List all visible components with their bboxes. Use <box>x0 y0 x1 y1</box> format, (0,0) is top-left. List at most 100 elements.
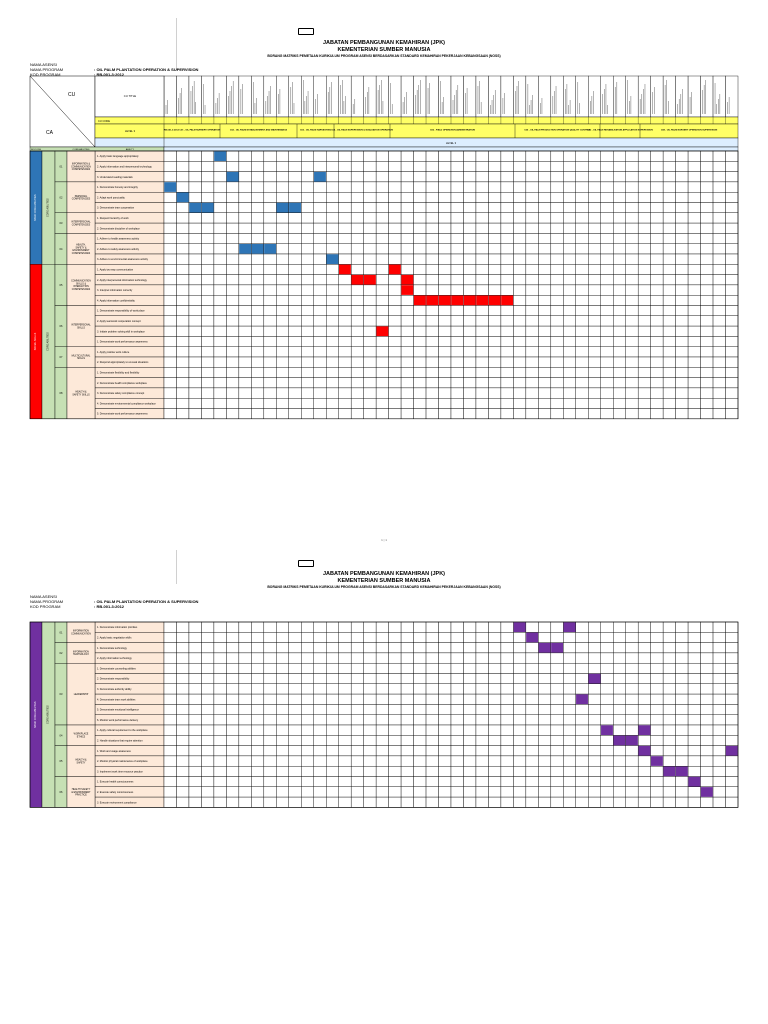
matrix-cell <box>338 202 352 214</box>
matrix-cell <box>613 233 626 244</box>
matrix-cell <box>438 336 452 347</box>
matrix-cell <box>575 367 589 378</box>
matrix-cell <box>613 346 626 358</box>
matrix-cell <box>463 408 477 420</box>
matrix-cell <box>438 398 452 409</box>
matrix-cell <box>712 233 726 244</box>
matrix-cell <box>450 387 464 399</box>
matrix-cell <box>588 745 601 757</box>
category-name-cell <box>66 305 96 347</box>
matrix-cell <box>712 336 726 347</box>
matrix-cell <box>675 377 689 389</box>
matrix-cell <box>301 150 314 162</box>
matrix-cell <box>687 408 701 420</box>
matrix-cell <box>650 284 664 296</box>
matrix-cell <box>637 191 651 203</box>
matrix-cell <box>201 222 215 234</box>
ability-text: 1. Apply cultural requirement to the wor… <box>97 729 148 732</box>
matrix-cell <box>450 398 464 409</box>
matrix-cell <box>201 274 215 286</box>
matrix-cell <box>400 305 414 317</box>
matrix-cell <box>276 673 289 685</box>
matrix-cell <box>350 346 364 358</box>
matrix-cell <box>163 724 177 736</box>
matrix-cell <box>538 367 552 378</box>
matrix-cell <box>288 274 302 286</box>
matrix-cell <box>188 408 202 420</box>
matrix-cell <box>213 222 227 234</box>
matrix-cell <box>188 632 202 643</box>
matrix-cell <box>388 387 402 399</box>
matrix-cell <box>675 233 689 244</box>
matrix-cell <box>276 683 289 695</box>
matrix-cell <box>176 765 190 777</box>
matrix-cell <box>700 387 714 399</box>
matrix-cell <box>687 786 701 798</box>
matrix-cell <box>201 621 215 633</box>
matrix-cell <box>450 233 464 244</box>
matrix-cell <box>413 336 427 347</box>
matrix-cell <box>251 264 265 275</box>
matrix-cell <box>625 274 639 286</box>
matrix-cell <box>338 662 352 674</box>
matrix-cell <box>725 387 739 399</box>
matrix-cell <box>163 346 177 358</box>
matrix-cell <box>675 284 689 296</box>
matrix-cell <box>450 284 464 296</box>
matrix-cell <box>188 181 202 193</box>
matrix-cell <box>513 387 527 399</box>
matrix-cell <box>550 662 564 674</box>
matrix-cell <box>513 181 527 193</box>
form-title: BORANG MATRIKS PEMETAAN KURIKULUM PROGRA… <box>267 585 501 589</box>
matrix-cell <box>525 683 539 695</box>
matrix-cell <box>488 745 502 757</box>
matrix-cell <box>575 745 589 757</box>
category-name: ENVIRONMENT <box>73 250 91 252</box>
matrix-cell <box>650 181 664 193</box>
matrix-cell <box>513 202 527 214</box>
matrix-cell <box>375 673 389 685</box>
matrix-cell <box>475 652 489 664</box>
matrix-cell <box>463 662 477 674</box>
matrix-cell <box>438 735 452 746</box>
matrix-cell <box>588 377 601 389</box>
matrix-cell <box>313 150 327 162</box>
matrix-cell <box>238 642 252 654</box>
matrix-cell <box>588 652 601 664</box>
matrix-cell <box>725 305 739 317</box>
matrix-cell <box>163 202 177 214</box>
matrix-cell <box>263 284 277 296</box>
matrix-cell <box>488 181 502 193</box>
matrix-cell <box>251 398 265 409</box>
matrix-cell <box>625 693 639 705</box>
matrix-cell <box>413 243 427 255</box>
matrix-cell <box>463 171 477 183</box>
matrix-cell <box>613 652 626 664</box>
matrix-cell <box>563 253 576 265</box>
matrix-cell <box>488 704 502 715</box>
matrix-cell <box>675 305 689 317</box>
matrix-cell <box>625 243 639 255</box>
matrix-cell <box>388 253 402 265</box>
matrix-cell <box>226 408 240 420</box>
matrix-cell <box>326 336 339 347</box>
matrix-cell <box>463 387 477 399</box>
matrix-cell <box>176 212 190 224</box>
matrix-cell <box>500 398 514 409</box>
matrix-cell <box>201 377 215 389</box>
matrix-cell <box>463 356 477 368</box>
category-code: 01 <box>60 630 63 634</box>
matrix-cell <box>176 305 190 317</box>
matrix-cell <box>525 745 539 757</box>
matrix-cell <box>313 243 327 255</box>
matrix-cell <box>712 652 726 664</box>
matrix-cell <box>363 181 377 193</box>
matrix-cell <box>525 786 539 798</box>
matrix-cell <box>313 212 327 224</box>
matrix-cell <box>438 693 452 705</box>
matrix-cell <box>600 704 614 715</box>
matrix-cell <box>375 693 389 705</box>
matrix-cell <box>363 786 377 798</box>
matrix-cell <box>176 796 190 808</box>
matrix-cell <box>675 336 689 347</box>
